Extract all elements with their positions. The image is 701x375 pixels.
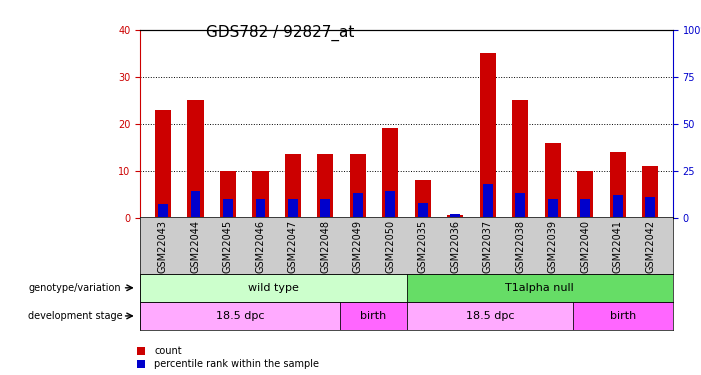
Bar — [573, 302, 673, 330]
Text: GSM22045: GSM22045 — [223, 220, 233, 273]
Text: GSM22049: GSM22049 — [353, 220, 363, 273]
Bar — [320, 199, 330, 217]
Text: GDS782 / 92827_at: GDS782 / 92827_at — [206, 24, 355, 40]
Bar — [483, 184, 493, 218]
Bar — [646, 197, 655, 217]
Text: GSM22046: GSM22046 — [255, 220, 266, 273]
Text: GSM22035: GSM22035 — [418, 220, 428, 273]
Bar — [340, 302, 407, 330]
Bar — [382, 128, 398, 217]
Bar — [415, 180, 431, 218]
Bar — [642, 166, 658, 218]
Bar — [155, 110, 171, 218]
Bar — [318, 154, 334, 218]
Bar — [353, 193, 362, 217]
Text: genotype/variation: genotype/variation — [28, 283, 121, 292]
Text: count: count — [154, 346, 182, 355]
Bar — [545, 142, 561, 218]
Text: GSM22044: GSM22044 — [191, 220, 200, 273]
Bar — [515, 193, 525, 217]
Text: GSM22050: GSM22050 — [386, 220, 395, 273]
Text: GSM22039: GSM22039 — [547, 220, 558, 273]
Text: GSM22048: GSM22048 — [320, 220, 330, 273]
Bar — [479, 54, 496, 217]
Text: GSM22036: GSM22036 — [450, 220, 461, 273]
Text: development stage: development stage — [28, 311, 123, 321]
Text: GSM22041: GSM22041 — [613, 220, 622, 273]
Bar — [447, 215, 463, 217]
Text: birth: birth — [360, 311, 386, 321]
Bar — [191, 191, 200, 217]
Text: percentile rank within the sample: percentile rank within the sample — [154, 359, 319, 369]
Text: GSM22043: GSM22043 — [158, 220, 168, 273]
Text: 18.5 dpc: 18.5 dpc — [465, 311, 514, 321]
Text: birth: birth — [610, 311, 636, 321]
Text: GSM22042: GSM22042 — [645, 220, 655, 273]
Text: GSM22038: GSM22038 — [515, 220, 525, 273]
Bar — [350, 154, 366, 218]
Text: T1alpha null: T1alpha null — [505, 283, 574, 293]
Text: GSM22047: GSM22047 — [288, 220, 298, 273]
Bar — [451, 214, 460, 217]
Bar — [285, 154, 301, 218]
Bar — [418, 202, 428, 217]
Bar — [140, 274, 407, 302]
Bar — [407, 274, 673, 302]
Bar — [548, 199, 557, 217]
Bar — [610, 152, 626, 217]
Bar — [577, 171, 593, 217]
Text: GSM22037: GSM22037 — [483, 220, 493, 273]
Bar — [580, 199, 590, 217]
Bar — [140, 302, 340, 330]
Text: wild type: wild type — [248, 283, 299, 293]
Bar — [252, 171, 268, 217]
Bar — [256, 199, 265, 217]
Bar — [187, 100, 203, 218]
Bar — [512, 100, 529, 218]
Text: 18.5 dpc: 18.5 dpc — [216, 311, 264, 321]
Bar — [158, 204, 168, 218]
Bar — [288, 199, 298, 217]
Bar — [407, 302, 573, 330]
Bar — [386, 191, 395, 217]
Bar — [223, 199, 233, 217]
Text: GSM22040: GSM22040 — [580, 220, 590, 273]
Bar — [220, 171, 236, 217]
Bar — [613, 195, 622, 217]
